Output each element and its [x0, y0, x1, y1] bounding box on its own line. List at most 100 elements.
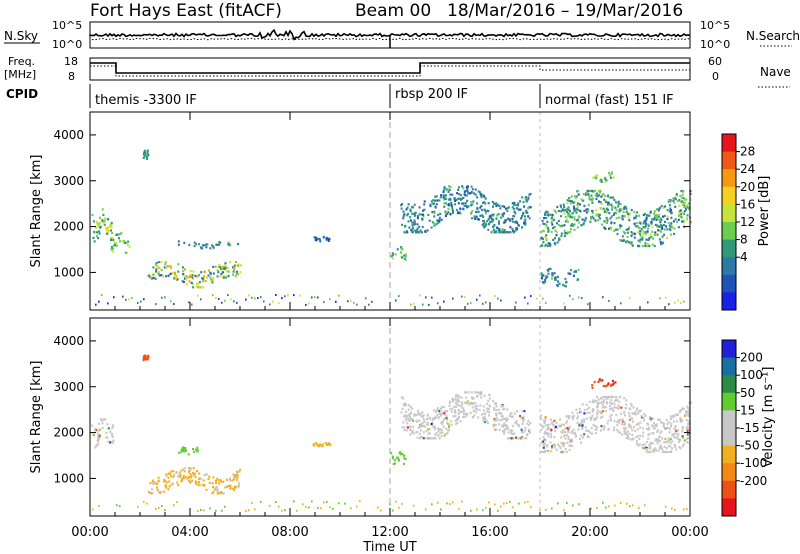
power-cell — [423, 200, 426, 203]
power-cell — [237, 243, 239, 246]
power-cell — [553, 226, 556, 229]
power-cell — [111, 231, 114, 234]
velocity-cell — [581, 425, 584, 429]
time-axis-label: Time UT — [362, 540, 416, 554]
velocity-cell — [503, 432, 506, 435]
power-cell — [182, 273, 185, 276]
velocity-cell — [636, 443, 639, 446]
power-cell — [227, 274, 230, 278]
power-cell — [670, 209, 673, 212]
velocity-cell — [171, 475, 174, 479]
power-cell — [572, 201, 575, 204]
velocity-cell — [232, 473, 235, 476]
velocity-cell — [220, 480, 223, 483]
velocity-cell — [570, 438, 573, 441]
velocity-cell — [426, 413, 429, 416]
velocity-cell — [144, 357, 147, 360]
power-ground-cell — [674, 301, 676, 304]
power-cell — [682, 211, 684, 214]
velocity-cell — [602, 428, 605, 431]
power-cell — [146, 157, 149, 160]
velocity-cell — [194, 476, 197, 479]
velocity-cell — [218, 482, 221, 485]
velocity-ground-cell — [395, 500, 397, 503]
velocity-cell — [164, 480, 167, 483]
velocity-cell — [643, 413, 646, 416]
velocity-cell — [522, 415, 525, 418]
velocity-cell — [611, 401, 614, 405]
power-cell — [501, 213, 504, 216]
velocity-cell — [631, 433, 634, 436]
power-cell — [604, 177, 607, 180]
velocity-cell — [455, 394, 458, 397]
power-ground-cell — [260, 296, 262, 299]
power-cell — [508, 218, 511, 221]
velocity-cell — [165, 486, 168, 489]
power-cell — [315, 237, 318, 240]
power-ground-cell — [221, 301, 223, 304]
power-cell — [572, 205, 575, 208]
power-cell — [642, 230, 644, 233]
velocity-cell — [650, 419, 653, 422]
power-cell — [212, 279, 214, 282]
velocity-cell — [485, 420, 488, 423]
power-cell — [576, 203, 579, 206]
velocity-cell — [564, 448, 567, 451]
velocity-y-label: Slant Range [km] — [29, 361, 44, 474]
velocity-cell — [422, 431, 425, 434]
velocity-ground-cell — [590, 507, 592, 510]
power-cell — [661, 227, 664, 230]
velocity-cell — [500, 419, 502, 422]
velocity-cell — [542, 440, 544, 443]
velocity-cell — [687, 423, 690, 426]
velocity-cell — [454, 411, 456, 414]
power-cell — [212, 265, 215, 268]
velocity-cell — [636, 428, 639, 431]
power-cell — [188, 280, 191, 283]
power-cell — [154, 263, 157, 266]
power-cell — [660, 218, 663, 221]
velocity-cell — [412, 419, 415, 422]
velocity-cell — [617, 430, 620, 433]
velocity-ground-cell — [296, 509, 298, 512]
power-cell — [527, 198, 530, 201]
velocity-cell — [662, 422, 665, 425]
power-cell — [627, 239, 630, 242]
velocity-cell — [393, 462, 396, 465]
velocity-cell — [404, 414, 407, 417]
velocity-cell — [607, 428, 610, 431]
power-cell — [92, 236, 95, 239]
power-cell — [650, 222, 653, 225]
velocity-ground-cell — [281, 509, 283, 512]
noise-left-tick-bottom: 10^0 — [52, 38, 82, 51]
velocity-cell — [543, 421, 546, 424]
power-cell — [570, 269, 573, 272]
power-cell — [91, 213, 94, 217]
power-cell — [450, 201, 453, 204]
power-cell — [513, 210, 516, 213]
velocity-cell — [631, 412, 634, 415]
power-cell — [662, 241, 665, 244]
power-cell — [604, 209, 607, 212]
cpid-mode-1: themis -3300 IF — [95, 93, 197, 108]
power-cell — [475, 211, 478, 214]
velocity-cell — [238, 470, 241, 473]
power-cell — [470, 201, 473, 204]
velocity-cell — [151, 480, 154, 483]
power-ground-cell — [443, 300, 445, 303]
velocity-cell — [565, 421, 568, 424]
velocity-cell — [542, 426, 545, 429]
velocity-cell — [183, 470, 186, 473]
freq-panel: Freq. [MHz] 18 8 60 0 Nave — [4, 55, 791, 88]
velocity-cell — [561, 429, 564, 432]
power-y-label: Slant Range [km] — [29, 155, 44, 268]
power-cell — [607, 201, 610, 205]
power-cell — [235, 272, 238, 275]
velocity-cell — [653, 422, 655, 425]
power-cell — [600, 208, 603, 211]
velocity-cell — [512, 424, 514, 428]
power-cell — [145, 156, 148, 159]
power-cell — [452, 210, 455, 213]
velocity-cell — [687, 436, 690, 440]
velocity-cell — [457, 399, 460, 402]
